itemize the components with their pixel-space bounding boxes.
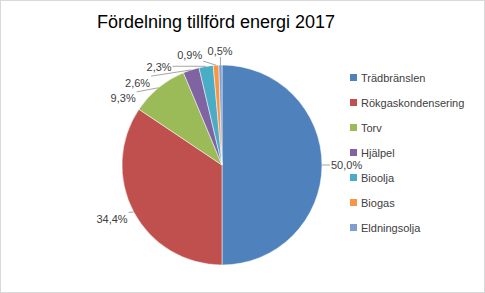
legend-swatch <box>350 74 357 81</box>
pie-slice <box>199 65 222 165</box>
legend-swatch <box>350 149 357 156</box>
legend-label: Rökgaskondensering <box>361 97 464 109</box>
legend-label: Bioolja <box>361 172 395 184</box>
chart-title: Fördelning tillförd energi 2017 <box>97 12 335 32</box>
legend-label: Hjälpel <box>361 147 395 159</box>
chart-frame <box>1 1 485 293</box>
chart: Fördelning tillförd energi 2017 0,5% 0,9% 2… <box>0 0 485 293</box>
data-label: 34,4% <box>96 213 127 225</box>
leader-line <box>173 66 206 67</box>
leader-line <box>203 61 216 65</box>
leader-line <box>151 70 191 76</box>
leader-line <box>220 57 221 65</box>
data-label: 2,6% <box>125 77 150 89</box>
pie-slice <box>222 65 322 265</box>
pie-slice <box>213 65 222 165</box>
pie-slice <box>219 65 222 165</box>
leader-line <box>322 165 330 166</box>
pie <box>122 65 322 265</box>
legend-label: Trädbränslen <box>361 72 425 84</box>
leader-line <box>137 88 159 92</box>
legend-label: Biogas <box>361 197 395 209</box>
data-label: 0,5% <box>208 45 233 57</box>
data-labels: 0,5% 0,9% 2,3% 2,6% 9,3% 34,4% 50,0% <box>96 45 362 225</box>
legend-swatch <box>350 224 357 231</box>
data-label: 0,9% <box>177 49 202 61</box>
data-label: 50,0% <box>331 159 362 171</box>
legend-swatch <box>350 174 357 181</box>
leader-line <box>129 212 134 213</box>
legend-label: Eldningsolja <box>361 222 421 234</box>
legend-swatch <box>350 199 357 206</box>
legend-swatch <box>350 124 357 131</box>
legend-label: Torv <box>361 122 382 134</box>
legend: Trädbränslen Rökgaskondensering Torv Hjälpe… <box>350 72 464 234</box>
data-label: 9,3% <box>111 92 136 104</box>
legend-swatch <box>350 99 357 106</box>
data-label: 2,3% <box>147 61 172 73</box>
